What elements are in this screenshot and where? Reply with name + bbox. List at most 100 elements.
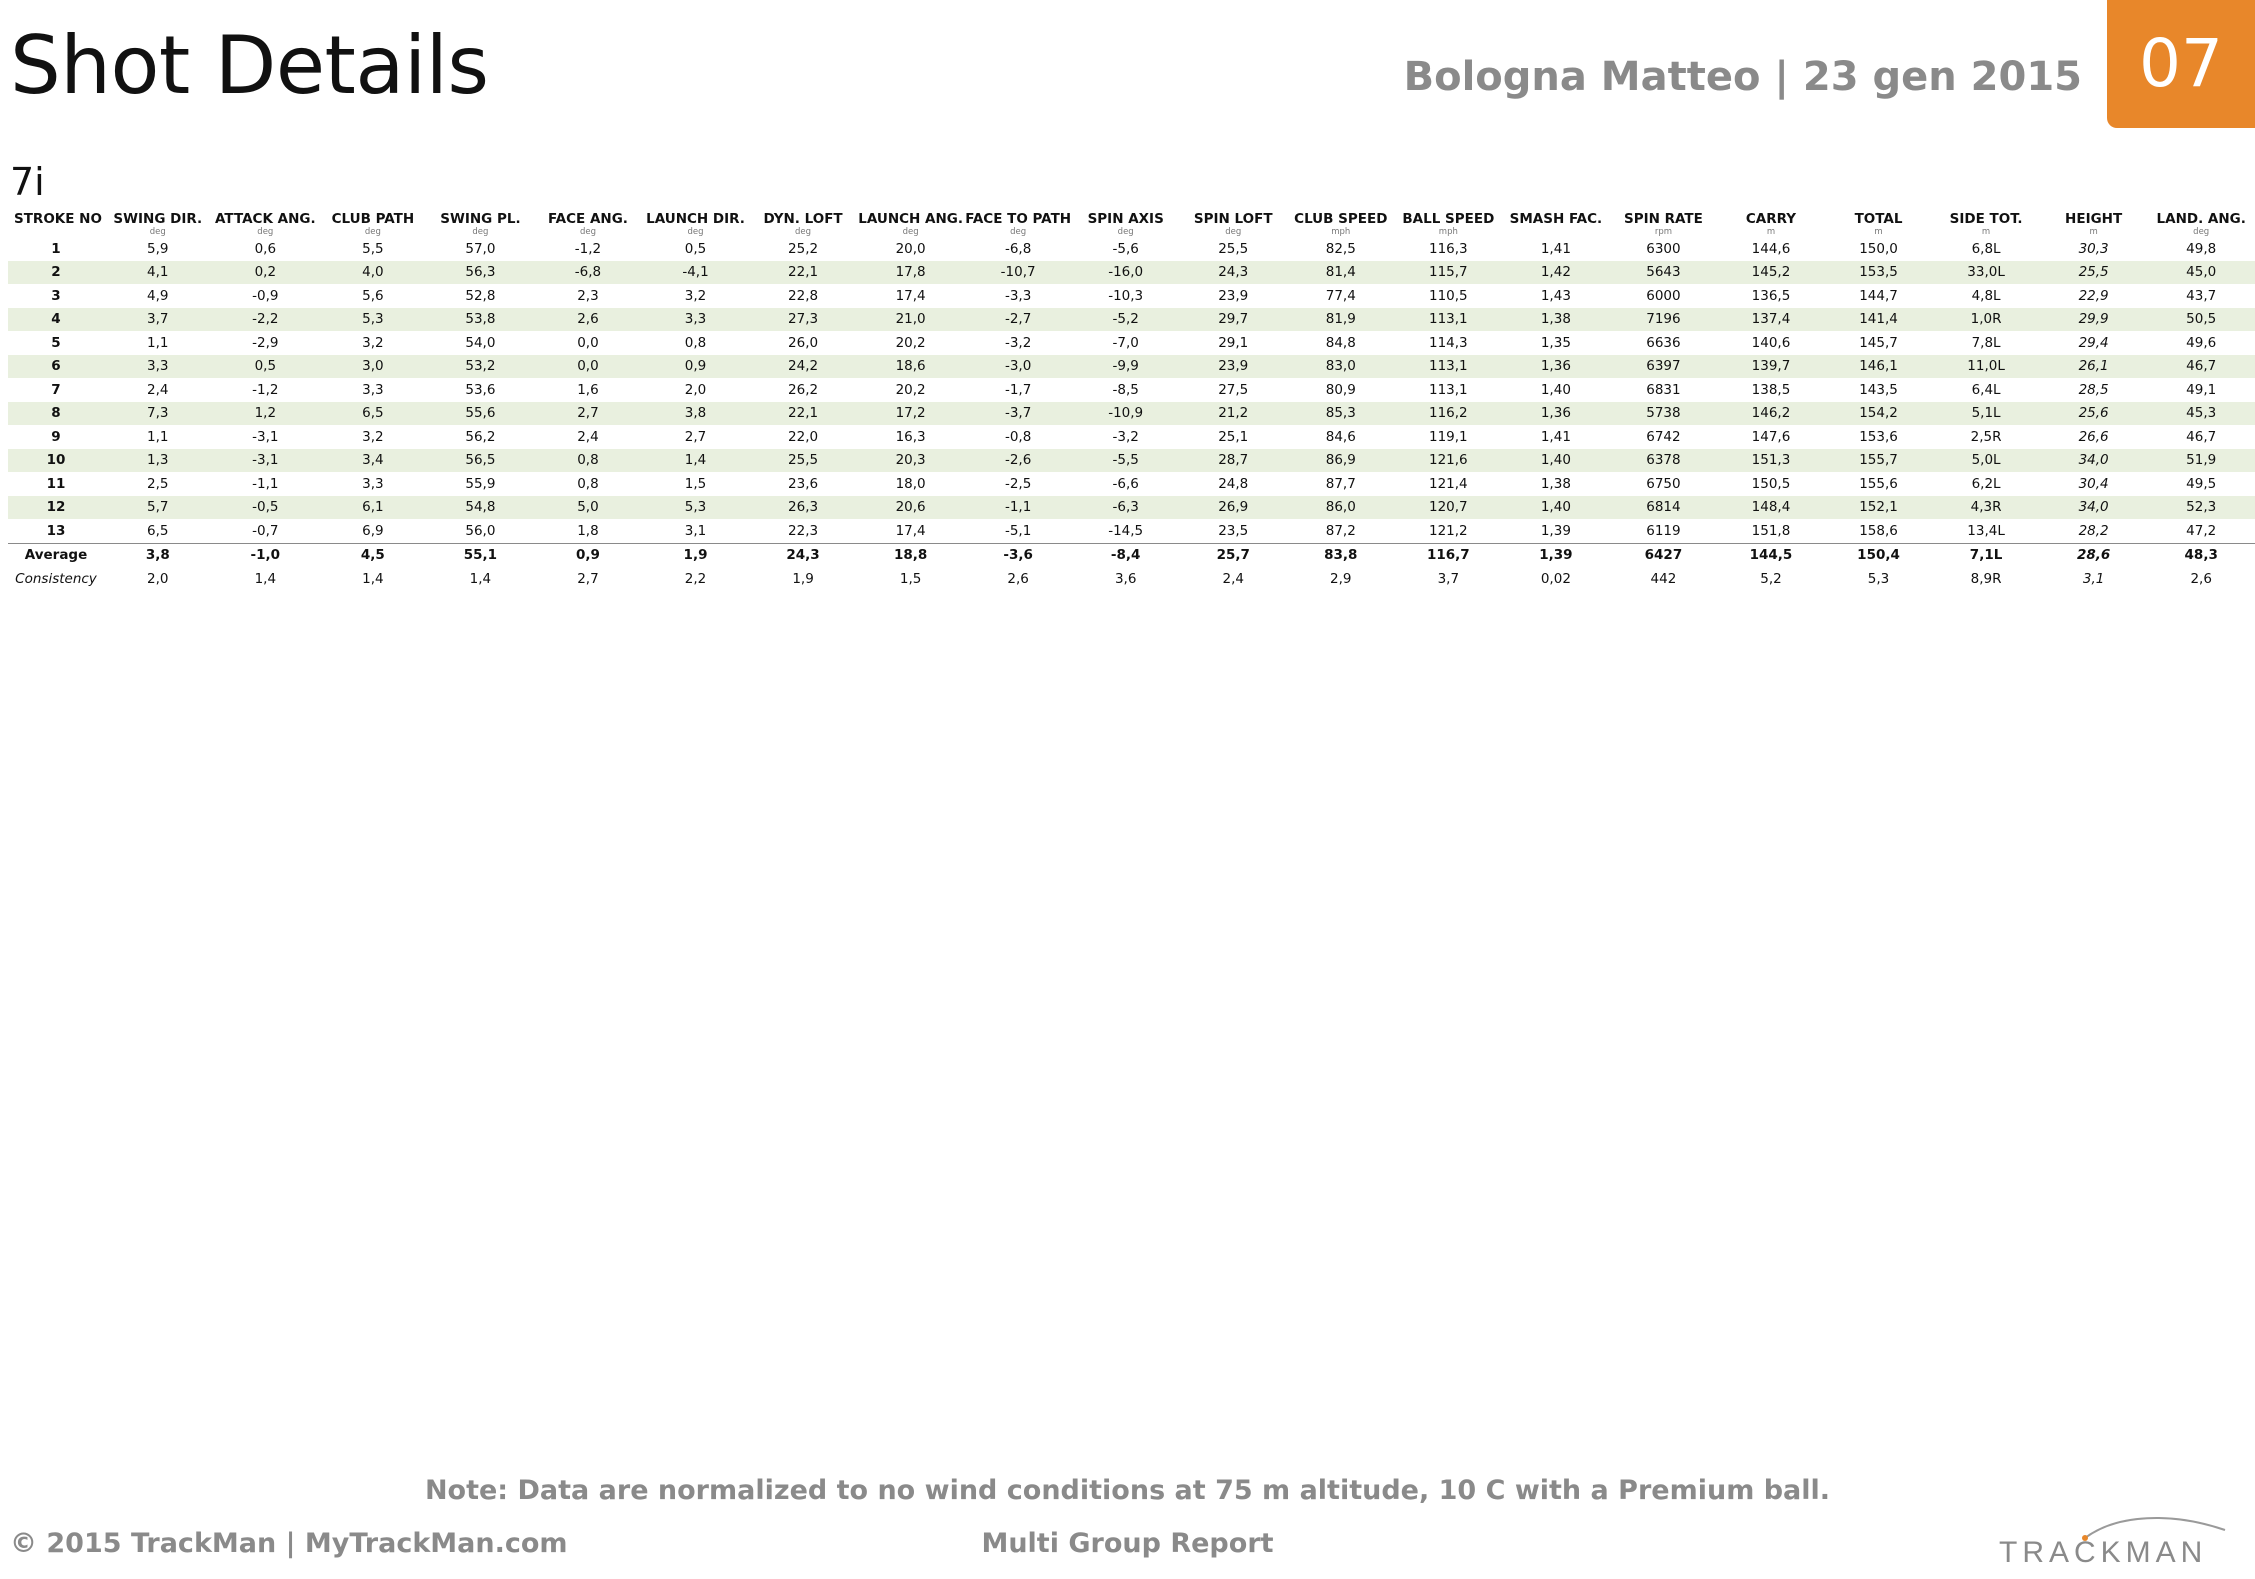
table-cell: 34,0 [2039,495,2148,519]
column-unit: m [1874,227,1883,237]
column-header: LAUNCH DIR. deg [642,208,750,237]
table-cell: 148,4 [1717,495,1825,519]
column-header: FACE TO PATH deg [964,208,1072,237]
column-header: CLUB SPEED mph [1287,208,1395,237]
table-cell: 80,9 [1325,381,1356,398]
table-cell: 25,7 [1179,542,1288,567]
column-label: SPIN AXIS [1087,211,1164,227]
table-cell: 2,0 [147,570,169,587]
table-cell: 1,0R [1932,307,2040,331]
column-label: SPIN RATE [1623,211,1703,227]
table-cell: 155,6 [1859,475,1898,492]
table-cell: 150,5 [1751,475,1791,492]
table-cell: 1,4 [469,570,492,587]
table-cell: 5 [51,334,61,351]
column-header: ATTACK ANG. deg [212,208,320,237]
table-cell: -1,2 [252,381,279,398]
table-cell: 5,1L [1932,401,2040,425]
table-cell: 3,0 [319,354,427,378]
table-cell: -6,8 [534,260,642,284]
table-cell: 55,1 [426,542,535,567]
table-cell: -5,2 [1071,307,1180,331]
column-unit: deg [2193,227,2210,237]
table-cell: 17,4 [895,287,926,304]
table-cell: 5,6 [362,287,384,304]
column-header: SPIN RATE rpm [1610,208,1718,237]
table-cell: 85,3 [1287,401,1395,425]
column-unit: m [1981,227,1991,237]
table-cell: 5738 [1609,401,1718,425]
table-cell: 3,4 [319,448,427,472]
table-cell: 5,3 [1867,570,1890,587]
table-row: 4 3,7 -2,2 5,3 53,8 2,6 3,3 27,3 21,0 -2,7 -5,2 29,… [8,307,2255,331]
table-cell: 53,6 [465,381,496,398]
table-row: 8 7,3 1,2 6,5 55,6 2,7 3,8 22,1 17,2 -3,7 -10,9 21,… [8,401,2255,425]
table-cell: 22,8 [788,287,819,304]
table-row: 2 4,1 0,2 4,0 56,3 -6,8 -4,1 22,1 17,8 -10,7 -16,0… [8,260,2255,284]
table-cell: 2,0 [684,381,707,398]
table-cell: 3,3 [641,307,750,331]
table-cell: -1,7 [1004,381,1032,398]
table-cell: 49,1 [2186,381,2217,398]
table-cell: 0,5 [684,240,707,257]
table-cell: 1,40 [1540,381,1571,398]
table-cell: -6,3 [1071,495,1180,519]
table-row: 12 5,7 -0,5 6,1 54,8 5,0 5,3 26,3 20,6 -1,1 -6,3 26… [8,495,2255,519]
copyright-text: © 2015 TrackMan | MyTrackMan.com [10,1528,568,1559]
table-cell: 4 [8,307,104,331]
column-header: SPIN AXIS deg [1072,208,1180,237]
table-cell: 28,7 [1179,448,1288,472]
table-cell: 2,3 [577,287,599,304]
table-cell: -14,5 [1108,522,1144,539]
table-cell: 9 [51,428,61,445]
table-cell: 1,36 [1502,401,1610,425]
column-header: LAND. ANG. deg [2147,208,2255,237]
table-cell: 24,2 [749,354,857,378]
table-cell: 3,3 [362,381,384,398]
table-cell: 22,1 [749,401,857,425]
table-row: 9 1,1 -3,1 3,2 56,2 2,4 2,7 22,0 16,3 -0,8 -3,2 25,… [8,425,2255,449]
table-cell: 2,5R [1970,428,2002,445]
table-cell: -7,0 [1112,334,1139,351]
consistency-row: Consistency 2,0 1,4 1,4 1,4 2,7 2,2 1,9 1,5 2,6 3,… [8,567,2255,591]
table-cell: 6 [8,354,104,378]
table-cell: 28,5 [2078,381,2109,398]
table-cell: 26,1 [2039,354,2148,378]
column-unit: deg [257,227,274,237]
column-unit: mph [1438,227,1458,237]
table-cell: -1,2 [574,240,602,257]
column-unit: deg [687,227,704,237]
table-cell: -3,1 [252,428,279,445]
club-label: 7i [10,160,45,204]
column-label: BALL SPEED [1402,211,1495,227]
table-cell: 5,5 [362,240,384,257]
table-cell: 25,5 [2039,260,2148,284]
table-row: 1 5,9 0,6 5,5 57,0 -1,2 0,5 25,2 20,0 -6,8 -5,6 25,… [8,237,2255,261]
table-cell: 7 [51,381,61,398]
table-cell: 153,6 [1859,428,1898,445]
table-cell: 21,0 [856,307,965,331]
table-cell: 6119 [1646,522,1681,539]
table-cell: 56,3 [426,260,535,284]
table-cell: 146,2 [1717,401,1825,425]
table-cell: 20,2 [895,381,926,398]
table-cell: 114,3 [1429,334,1468,351]
table-cell: 30,3 [2078,240,2109,257]
table-cell: 2,2 [684,570,707,587]
table-cell: 3,3 [104,354,212,378]
table-cell: 48,3 [2147,542,2255,567]
column-label: LAUNCH ANG. [858,211,963,227]
table-cell: 0,02 [1540,570,1571,587]
table-cell: 26,9 [1179,495,1288,519]
table-cell: 144,6 [1751,240,1791,257]
table-cell: 20,2 [895,334,926,351]
table-cell: 0,5 [211,354,320,378]
table-cell: 11,0L [1932,354,2040,378]
table-cell: 120,7 [1394,495,1503,519]
table-cell: 1,41 [1540,240,1571,257]
table-cell: 116,3 [1429,240,1468,257]
table-cell: -3,2 [1004,334,1032,351]
column-label: CARRY [1745,211,1797,227]
column-label: SMASH FAC. [1509,211,1603,227]
table-cell: 1,40 [1502,448,1610,472]
